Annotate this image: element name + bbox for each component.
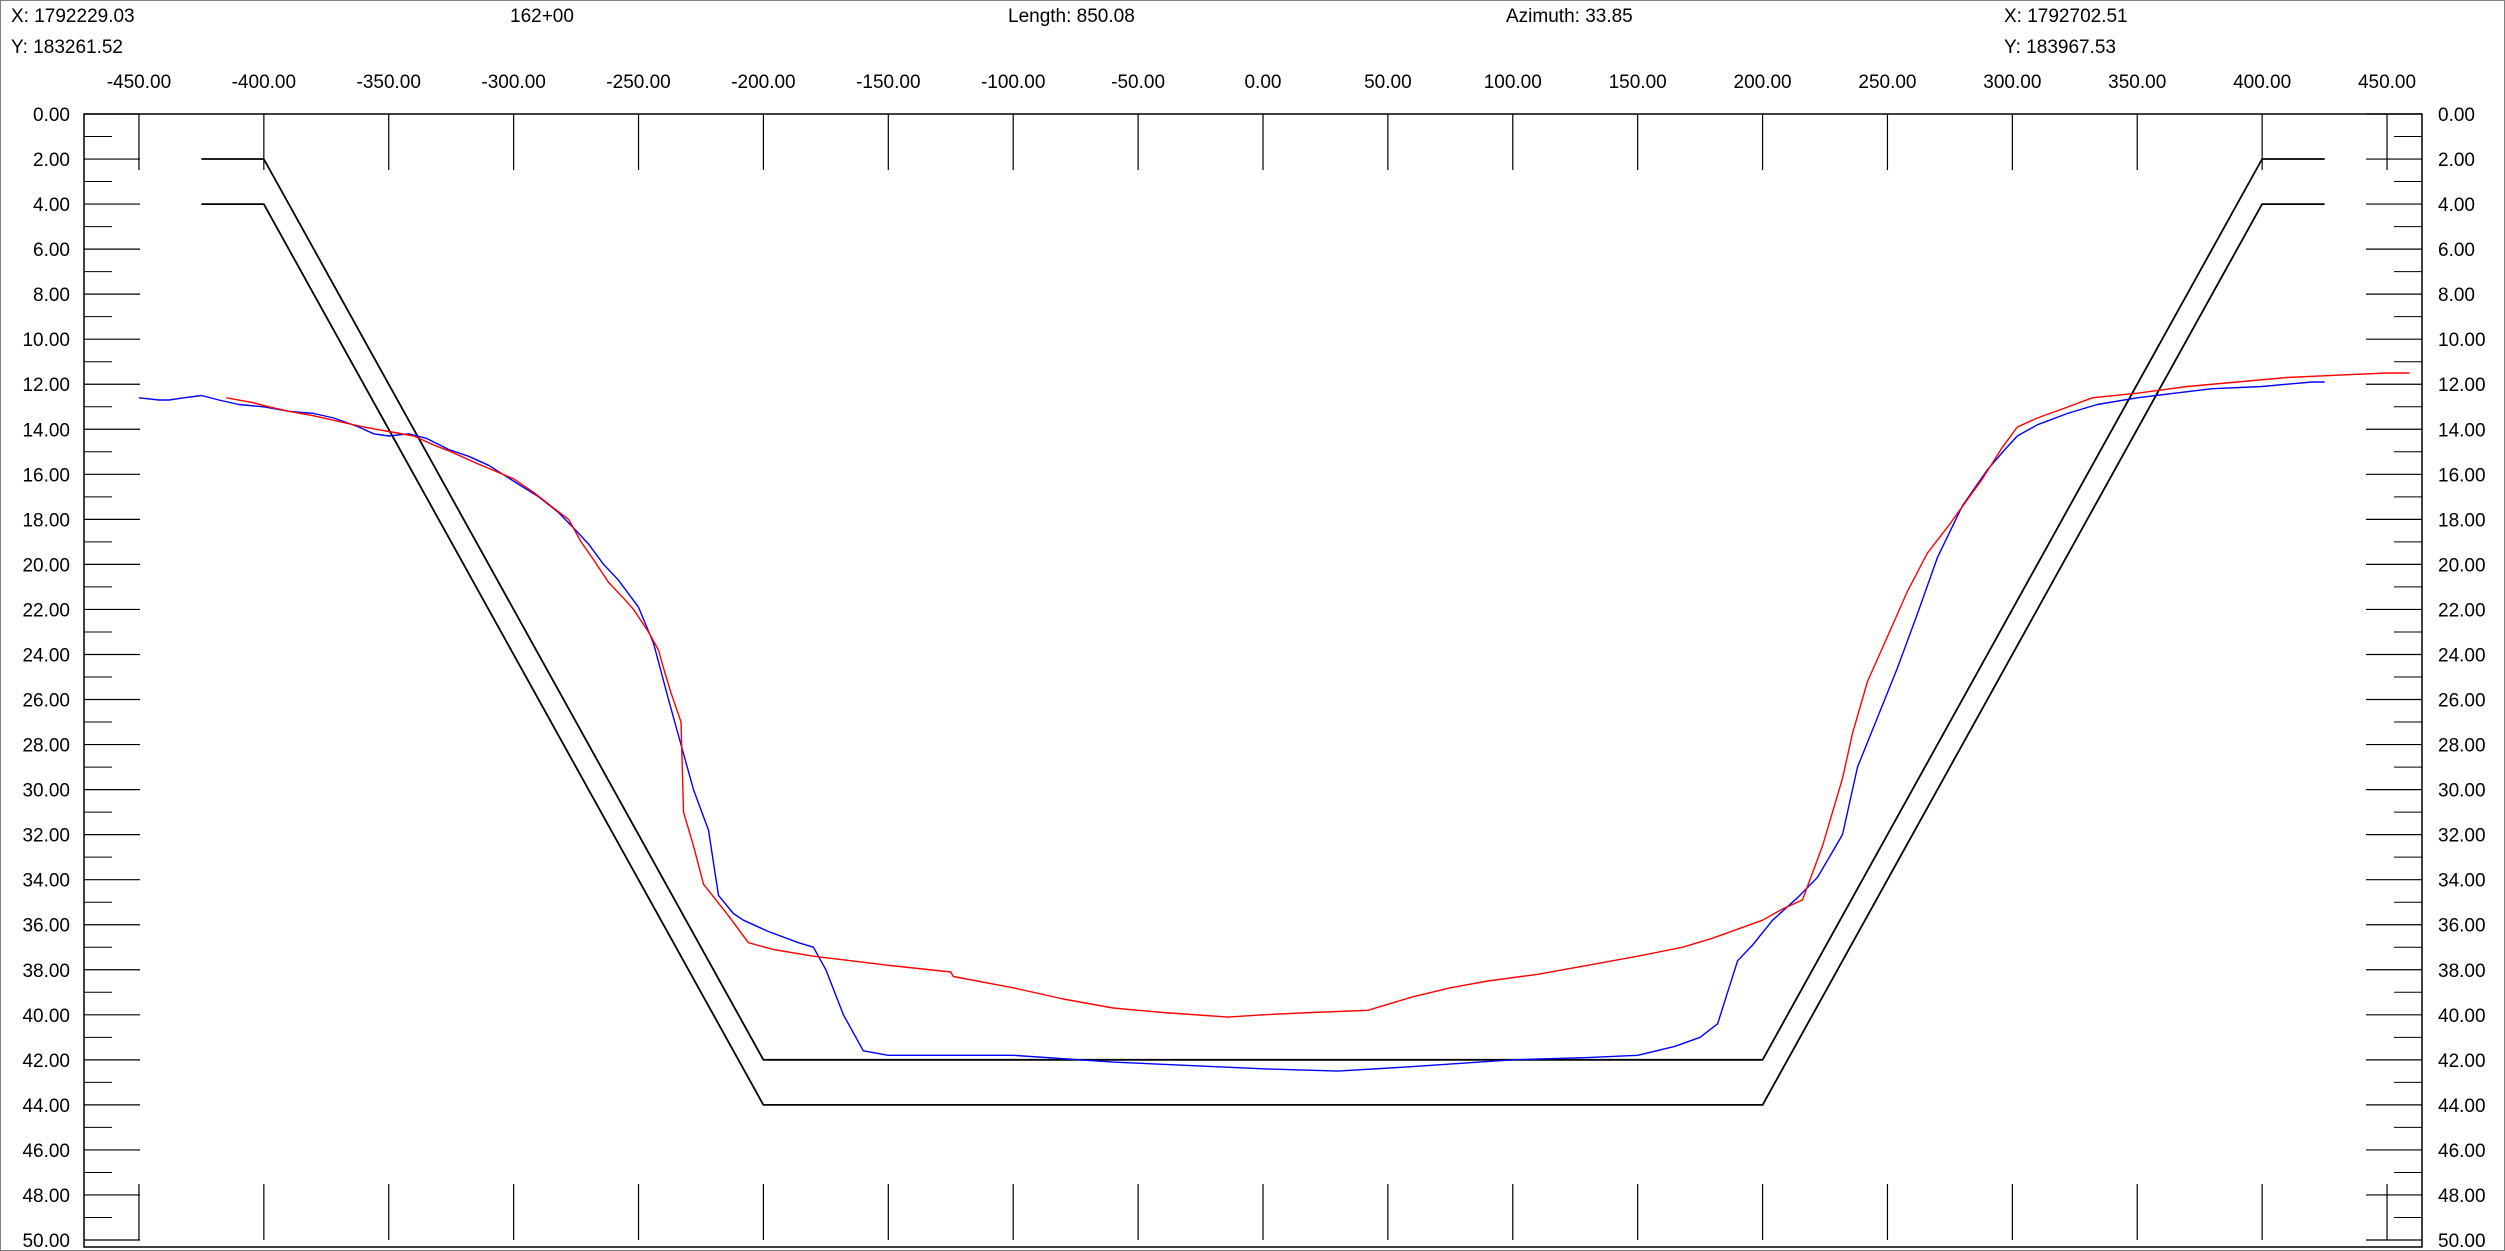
y-tick-label-left: 12.00	[22, 375, 70, 396]
x-tick-label: 300.00	[1983, 72, 2041, 93]
y-tick-label-right: 44.00	[2438, 1096, 2486, 1117]
x-tick-label: 100.00	[1484, 72, 1542, 93]
length-label: Length: 850.08	[1008, 6, 1135, 27]
y-tick-label-right: 12.00	[2438, 375, 2486, 396]
design-section-lower-line	[201, 203, 2325, 1106]
y-tick-label-left: 44.00	[22, 1096, 70, 1117]
y-tick-label-left: 30.00	[22, 781, 70, 802]
y-tick-label-right: 26.00	[2438, 691, 2486, 712]
y-tick-label-right: 0.00	[2438, 105, 2475, 126]
y-tick-label-left: 48.00	[22, 1186, 70, 1207]
y-tick-label-right: 22.00	[2438, 600, 2486, 621]
y-tick-label-left: 18.00	[22, 510, 70, 531]
y-tick-label-right: 48.00	[2438, 1186, 2486, 1207]
chart-header: X: 1792229.03 Y: 183261.52 162+00 Length…	[0, 0, 2505, 70]
start-x-label: X: 1792229.03	[11, 6, 135, 27]
y-tick-label-right: 4.00	[2438, 195, 2475, 216]
plot-frame	[83, 113, 2423, 1248]
y-tick-label-right: 34.00	[2438, 871, 2486, 892]
y-tick-label-left: 4.00	[33, 195, 70, 216]
x-tick-label: 400.00	[2233, 72, 2291, 93]
y-tick-label-right: 38.00	[2438, 961, 2486, 982]
y-tick-label-left: 2.00	[33, 150, 70, 171]
blue-profile-line	[138, 381, 2325, 1072]
y-tick-label-left: 20.00	[22, 555, 70, 576]
y-tick-label-left: 50.00	[22, 1231, 70, 1251]
y-tick-label-right: 24.00	[2438, 645, 2486, 666]
y-tick-label-right: 20.00	[2438, 555, 2486, 576]
x-tick-label: 50.00	[1364, 72, 1412, 93]
x-axis: -450.00 -400.00 -350.00 -300.00 -250.00 -200.…	[107, 72, 2416, 1240]
y-tick-label-right: 46.00	[2438, 1141, 2486, 1162]
start-y-label: Y: 183261.52	[11, 37, 123, 58]
y-tick-label-right: 40.00	[2438, 1006, 2486, 1027]
y-tick-label-right: 14.00	[2438, 420, 2486, 441]
series-layer	[138, 158, 2410, 1106]
y-tick-label-left: 34.00	[22, 871, 70, 892]
end-x-label: X: 1792702.51	[2004, 6, 2128, 27]
x-tick-label: 250.00	[1858, 72, 1916, 93]
y-tick-label-left: 8.00	[33, 285, 70, 306]
design-section-upper-line	[201, 158, 2325, 1061]
azimuth-label: Azimuth: 33.85	[1506, 6, 1633, 27]
y-tick-label-right: 32.00	[2438, 826, 2486, 847]
end-y-label: Y: 183967.53	[2004, 37, 2116, 58]
y-tick-label-left: 10.00	[22, 330, 70, 351]
y-tick-label-right: 42.00	[2438, 1051, 2486, 1072]
red-profile-line	[226, 372, 2410, 1018]
y-tick-label-left: 42.00	[22, 1051, 70, 1072]
x-tick-label: -100.00	[981, 72, 1045, 93]
station-label: 162+00	[510, 6, 574, 27]
y-tick-label-left: 46.00	[22, 1141, 70, 1162]
y-tick-label-right: 10.00	[2438, 330, 2486, 351]
y-tick-label-right: 30.00	[2438, 781, 2486, 802]
x-tick-label: 450.00	[2358, 72, 2416, 93]
y-tick-label-right: 2.00	[2438, 150, 2475, 171]
y-tick-label-left: 28.00	[22, 736, 70, 757]
y-tick-label-left: 40.00	[22, 1006, 70, 1027]
y-tick-label-left: 26.00	[22, 691, 70, 712]
y-tick-label-right: 16.00	[2438, 465, 2486, 486]
x-tick-label: -350.00	[357, 72, 421, 93]
x-tick-label: -250.00	[606, 72, 670, 93]
y-tick-label-right: 8.00	[2438, 285, 2475, 306]
x-tick-label: -150.00	[856, 72, 920, 93]
y-tick-label-left: 36.00	[22, 916, 70, 937]
y-tick-label-left: 6.00	[33, 240, 70, 261]
x-tick-label: 0.00	[1244, 72, 1281, 93]
y-tick-label-left: 0.00	[33, 105, 70, 126]
x-tick-label: 350.00	[2108, 72, 2166, 93]
y-tick-label-right: 18.00	[2438, 510, 2486, 531]
x-tick-label: -450.00	[107, 72, 171, 93]
x-tick-label: -400.00	[232, 72, 296, 93]
y-tick-label-left: 16.00	[22, 465, 70, 486]
y-tick-label-left: 38.00	[22, 961, 70, 982]
y-tick-label-left: 14.00	[22, 420, 70, 441]
x-tick-label: -50.00	[1111, 72, 1165, 93]
y-tick-label-right: 50.00	[2438, 1231, 2486, 1251]
y-axis: 0.00 0.00 2.00 2.00 4.00 4.00 6.00 6.00 8.00 8.00…	[22, 105, 2485, 1251]
y-tick-label-right: 36.00	[2438, 916, 2486, 937]
y-tick-label-right: 6.00	[2438, 240, 2475, 261]
x-tick-label: -200.00	[731, 72, 795, 93]
y-tick-label-left: 22.00	[22, 600, 70, 621]
y-tick-label-left: 32.00	[22, 826, 70, 847]
x-tick-label: -300.00	[481, 72, 545, 93]
x-tick-label: 150.00	[1609, 72, 1667, 93]
x-tick-label: 200.00	[1734, 72, 1792, 93]
y-tick-label-left: 24.00	[22, 645, 70, 666]
y-tick-label-right: 28.00	[2438, 736, 2486, 757]
